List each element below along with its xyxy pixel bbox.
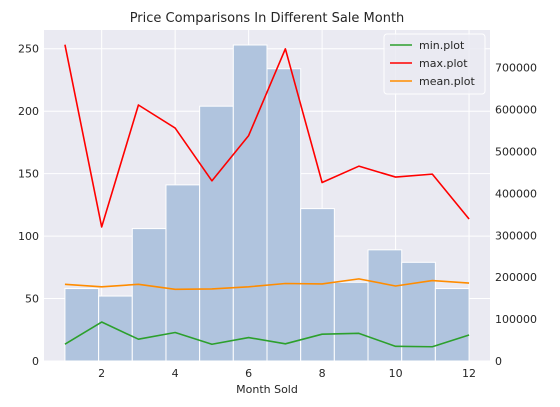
y-right-tick-label: 0 [495, 355, 502, 368]
chart-title: Price Comparisons In Different Sale Mont… [130, 11, 405, 26]
legend-box [383, 33, 486, 95]
x-axis-label: Month Sold [236, 383, 298, 396]
y-right-tick-label: 600000 [495, 104, 537, 117]
y-right-tick-label: 300000 [495, 229, 537, 242]
y-right-tick-label: 500000 [495, 146, 537, 159]
histogram-bar [232, 44, 268, 362]
series-line-max-plot [64, 44, 470, 228]
y-right-tick-label: 100000 [495, 313, 537, 326]
y-left-tick-label: 50 [25, 293, 39, 306]
y-right-tick-label: 200000 [495, 271, 537, 284]
histogram-bar [165, 184, 201, 362]
x-tick-label: 10 [389, 367, 403, 380]
y-left-tick-label: 150 [18, 168, 39, 181]
histogram-bar [367, 249, 403, 362]
x-tick-label: 2 [98, 367, 105, 380]
legend-label: min.plot [419, 39, 465, 52]
x-tick-label: 12 [462, 367, 476, 380]
legend-label: mean.plot [419, 75, 475, 88]
histogram-bar [333, 281, 369, 362]
series-line-min-plot [64, 321, 470, 348]
y-left-tick-label: 200 [18, 105, 39, 118]
y-left-tick-label: 0 [32, 355, 39, 368]
y-left-tick-label: 100 [18, 230, 39, 243]
histogram-bar [434, 288, 470, 362]
x-tick-label: 4 [172, 367, 179, 380]
y-right-tick-labels: 0 100000 200000 300000 400000 500000 600000 700… [495, 62, 537, 368]
y-left-tick-label: 250 [18, 43, 39, 56]
histogram-bar [131, 228, 167, 362]
y-right-tick-label: 400000 [495, 187, 537, 200]
histogram-bar [401, 261, 436, 362]
legend-label: max.plot [419, 57, 468, 70]
series-line-mean-plot [64, 278, 470, 291]
y-left-tick-labels: 0 50 100 150 200 250 [18, 43, 39, 368]
histogram-bar [64, 288, 100, 362]
x-tick-labels: 2 4 6 8 10 12 [98, 367, 476, 380]
histogram-bar [199, 105, 234, 362]
x-tick-label: 8 [319, 367, 326, 380]
histogram-bar [266, 68, 302, 362]
series-lines [64, 44, 470, 348]
x-tick-label: 6 [245, 367, 252, 380]
legend: min.plot max.plot mean.plot [383, 33, 486, 95]
y-right-tick-label: 700000 [495, 62, 537, 75]
